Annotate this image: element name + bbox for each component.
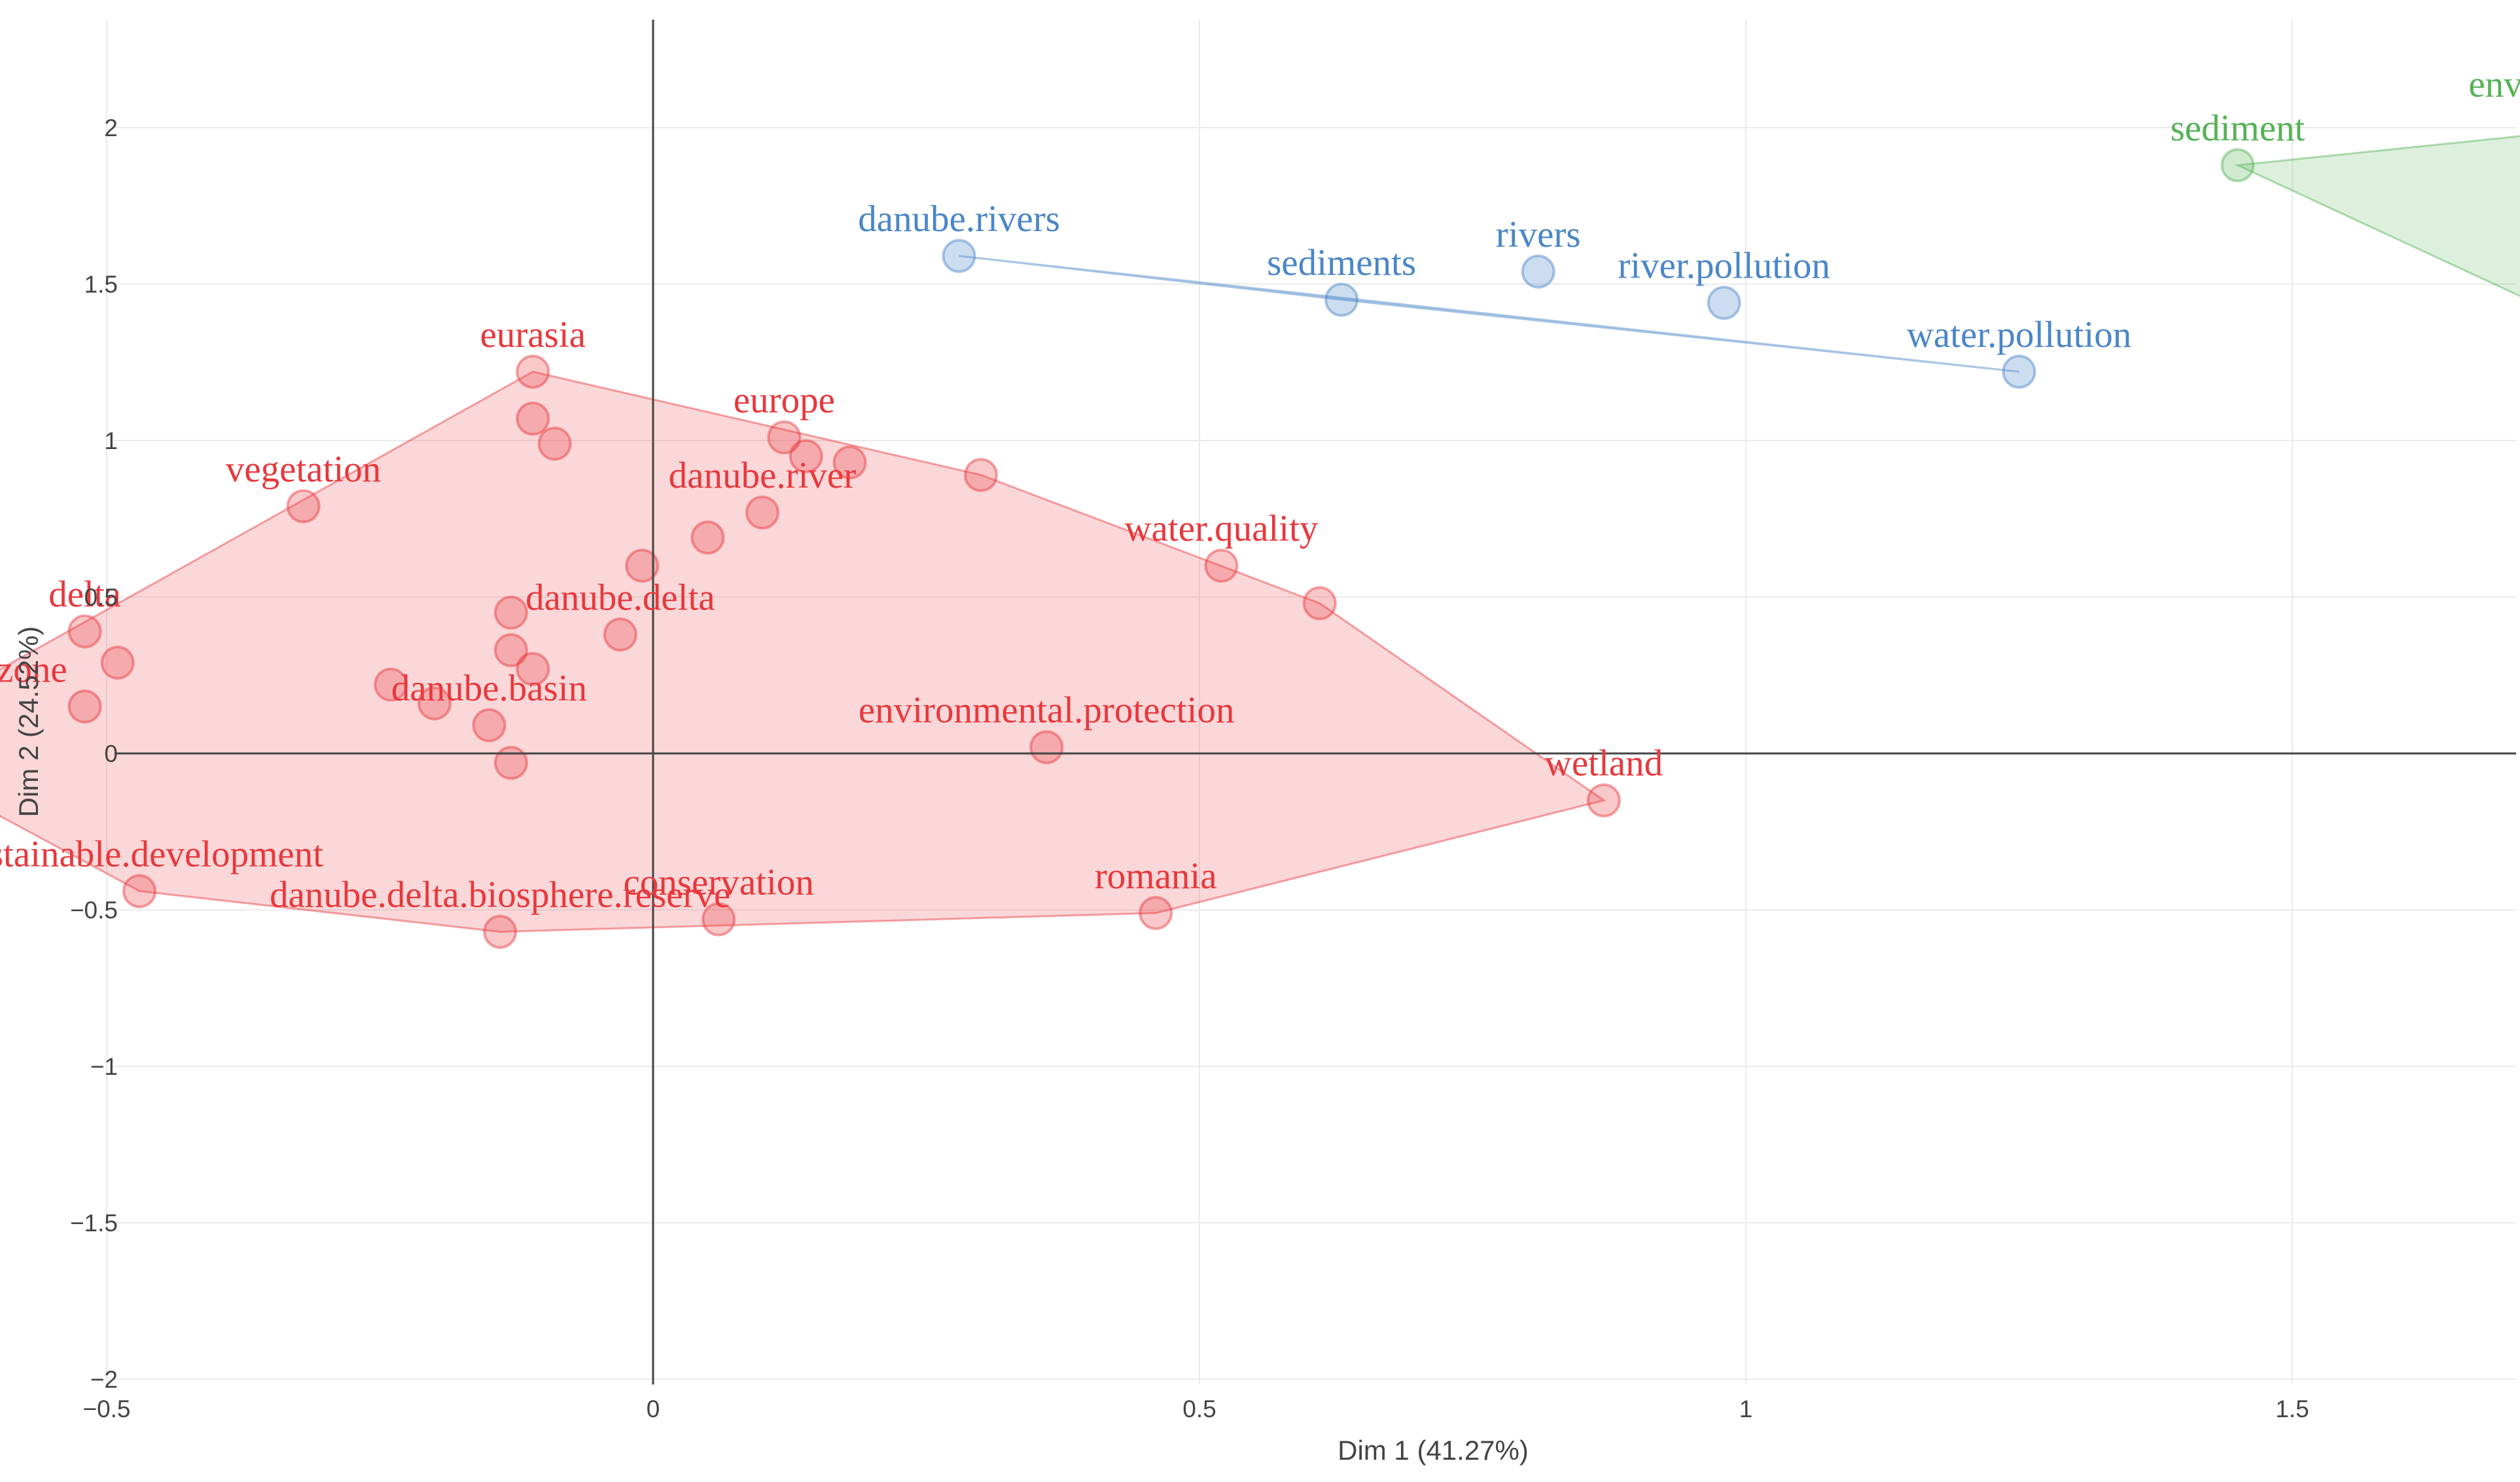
point-label: danube.rivers	[858, 198, 1060, 240]
data-point	[2220, 148, 2255, 183]
point-label: sediment	[2171, 107, 2305, 149]
data-point	[516, 651, 550, 686]
data-point	[537, 426, 572, 461]
data-point	[832, 445, 867, 480]
data-point	[767, 420, 802, 455]
data-point	[493, 633, 528, 668]
point-label: eurasia	[480, 314, 586, 355]
point-label: sustainable.development	[0, 833, 323, 875]
data-point	[122, 874, 157, 909]
data-point	[2002, 354, 2036, 389]
point-label: danube.river	[669, 455, 856, 496]
point-label: coastal.zone	[0, 649, 67, 690]
y-tick-label: 0	[104, 740, 118, 767]
point-labels: eurasia europe vegetation danube.river water…	[0, 63, 2520, 915]
x-tick-label: 0.5	[1182, 1396, 1216, 1422]
point-label: water.quality	[1124, 508, 1318, 549]
data-point	[472, 708, 506, 742]
data-point	[493, 746, 528, 780]
point-label: sediments	[1267, 242, 1416, 283]
cluster-hull	[0, 370, 1606, 933]
x-tick-label: 0	[647, 1396, 660, 1422]
data-point	[1324, 282, 1359, 317]
data-point	[67, 689, 102, 724]
data-point	[1029, 730, 1064, 765]
cluster-hull	[959, 255, 2019, 373]
point-label: delta	[48, 574, 121, 615]
point-label: vegetation	[226, 448, 381, 490]
y-tick-label: −2	[90, 1366, 118, 1393]
point-label: river.pollution	[1618, 245, 1830, 287]
data-point	[964, 458, 998, 492]
point-label: rivers	[1496, 214, 1581, 255]
y-tick-label: −1.5	[70, 1210, 118, 1237]
data-point	[516, 354, 550, 389]
y-tick-labels: −2 −1.5 −1 −0.5 0 0.5 1 1.5 2	[70, 115, 118, 1393]
y-tick-label: 2	[104, 115, 118, 141]
y-tick-label: 0.5	[84, 584, 118, 611]
data-point	[516, 401, 550, 436]
point-label: danube.delta.biosphere.reserve	[270, 874, 730, 915]
data-point	[100, 645, 135, 680]
data-point	[1302, 586, 1337, 621]
y-tick-label: 1.5	[84, 271, 118, 298]
point-label: danube.basin	[391, 668, 587, 709]
y-tick-label: −0.5	[70, 897, 118, 924]
x-tick-label: −0.5	[82, 1396, 130, 1422]
data-point	[1139, 895, 1173, 930]
cluster-hull	[2233, 135, 2520, 297]
x-gridlines	[106, 20, 2293, 1384]
point-label: conservation	[624, 861, 814, 903]
data-point	[942, 238, 976, 273]
data-point	[701, 902, 736, 937]
x-tick-label: 1	[1739, 1396, 1753, 1422]
data-point	[483, 914, 518, 949]
data-point	[603, 617, 637, 652]
point-label: danube.delta	[525, 577, 715, 618]
data-point	[417, 686, 452, 721]
y-axis-title: Dim 2 (24.52%)	[13, 626, 44, 818]
point-label: environmental.protection	[859, 689, 1235, 731]
data-point	[1586, 783, 1621, 818]
point-label: water.pollution	[1907, 314, 2132, 355]
point-label: wetland	[1545, 743, 1663, 784]
x-tick-label: 1.5	[2275, 1396, 2309, 1422]
data-point	[625, 549, 660, 583]
data-points	[67, 148, 2255, 949]
data-point	[67, 614, 102, 649]
data-point	[1204, 549, 1239, 583]
x-tick-labels: −0.500.511.522.53	[82, 1396, 2309, 1422]
x-axis-title: Dim 1 (41.27%)	[1338, 1435, 1529, 1466]
data-point	[286, 489, 321, 524]
data-point	[789, 439, 823, 473]
point-label: romania	[1095, 856, 1217, 897]
y-tick-label: 1	[104, 427, 118, 454]
data-point	[493, 595, 528, 630]
zero-lines	[115, 20, 2516, 1384]
y-tick-label: −1	[90, 1053, 118, 1080]
data-point	[1707, 285, 1741, 320]
data-point	[374, 667, 408, 702]
data-point	[690, 520, 725, 555]
y-gridlines	[115, 127, 2516, 1380]
point-label: environmental.monitoring	[2468, 63, 2520, 105]
data-point	[1521, 254, 1555, 289]
point-label: europe	[734, 380, 835, 421]
cluster-hulls	[0, 135, 2520, 933]
data-point	[745, 495, 779, 530]
